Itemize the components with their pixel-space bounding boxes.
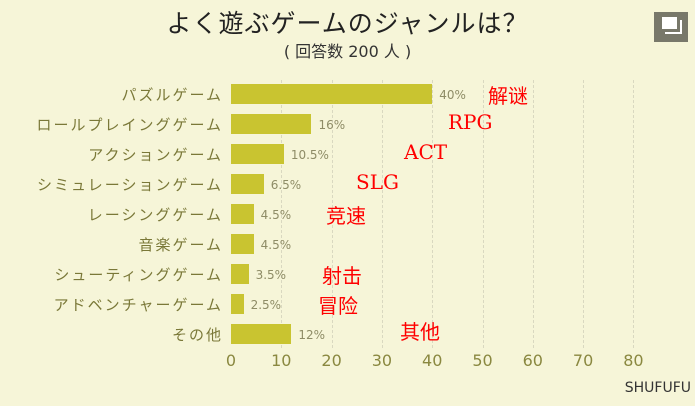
x-tick-label: 20 [321, 351, 342, 370]
x-tick-label: 60 [522, 351, 543, 370]
x-tick-label: 30 [371, 351, 393, 370]
value-label: 4.5% [260, 238, 292, 252]
bar [231, 144, 284, 164]
annotation-label: ACT [404, 140, 448, 164]
x-tick-label: 50 [472, 351, 493, 370]
bar [231, 234, 254, 254]
value-label: 16% [318, 118, 346, 132]
category-label: その他 [171, 326, 223, 344]
bar [231, 264, 249, 284]
category-label: シューティングゲーム [54, 266, 223, 284]
bar [231, 84, 433, 104]
category-label: アクションゲーム [88, 146, 223, 164]
bar [231, 204, 254, 224]
annotation-label: 解谜 [488, 84, 528, 108]
gridline [331, 80, 333, 348]
gridline [432, 80, 434, 348]
brand-label: SHUFUFU [624, 380, 691, 396]
copy-icon-back [665, 20, 682, 34]
bar [231, 294, 244, 314]
gridline [482, 80, 484, 348]
annotation-label: RPG [448, 110, 493, 134]
x-tick-label: 80 [623, 351, 644, 370]
category-label: シミュレーションゲーム [37, 176, 223, 194]
bar [231, 114, 312, 134]
x-tick-label: 0 [225, 351, 237, 370]
category-label: パズルゲーム [121, 86, 223, 104]
value-label: 6.5% [270, 178, 302, 192]
value-label: 40% [439, 88, 466, 102]
category-label: ロールプレイングゲーム [36, 116, 223, 134]
annotation-label: 射击 [322, 264, 362, 288]
bar [231, 324, 292, 344]
gridline [633, 80, 635, 348]
value-label: 10.5% [290, 148, 329, 162]
annotation-label: 冒险 [318, 294, 358, 318]
copy-button[interactable] [654, 12, 688, 42]
category-label: レーシングゲーム [87, 206, 223, 224]
value-label: 3.5% [255, 268, 287, 282]
gridline [281, 80, 283, 348]
category-label: 音楽ゲーム [138, 236, 223, 254]
annotation-label: 竞速 [326, 204, 366, 228]
x-tick-label: 70 [572, 351, 594, 370]
copy-icon [662, 17, 677, 29]
x-tick-label: 10 [271, 351, 292, 370]
gridline [532, 80, 534, 348]
gridline [381, 80, 383, 348]
chart-subtitle: ( 回答数 200 人 ) [283, 42, 412, 61]
annotation-label: SLG [356, 170, 399, 194]
chart-title: よく遊ぶゲームのジャンルは？ [166, 9, 529, 38]
x-tick-label: 40 [422, 351, 443, 370]
category-label: アドベンチャーゲーム [53, 296, 223, 314]
value-label: 12% [298, 328, 326, 342]
gridline [583, 80, 585, 348]
annotation-label: 其他 [400, 320, 440, 344]
bar [231, 174, 264, 194]
value-label: 2.5% [250, 298, 282, 312]
value-label: 4.5% [260, 208, 292, 222]
